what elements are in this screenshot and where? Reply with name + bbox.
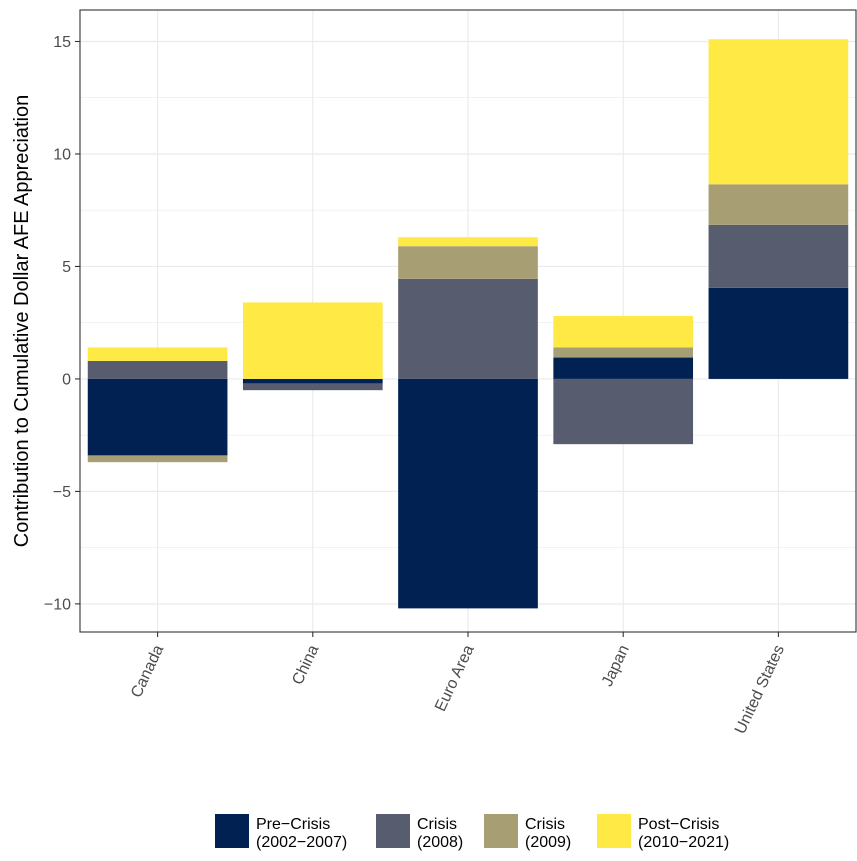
x-axis-ticks: Canada China Euro Area Japan United States bbox=[128, 632, 788, 737]
bar-segment bbox=[242, 378, 383, 384]
y-tick-label: −10 bbox=[44, 596, 71, 613]
bar-segment bbox=[708, 224, 849, 288]
y-axis-ticks: −10 −5 0 5 10 15 bbox=[44, 34, 80, 613]
bar-segment bbox=[242, 383, 383, 391]
bar-segment bbox=[553, 347, 694, 358]
bar-segment bbox=[553, 315, 694, 348]
x-tick-label: Japan bbox=[599, 643, 633, 690]
legend-label: Post−Crisis (2010−2021) bbox=[638, 816, 729, 851]
legend-label: Pre−Crisis (2002−2007) bbox=[256, 816, 347, 851]
x-tick-label: Euro Area bbox=[432, 642, 478, 714]
bar-segment bbox=[708, 39, 849, 185]
legend-label: Crisis (2009) bbox=[525, 816, 571, 851]
legend: Pre−Crisis (2002−2007) Crisis (2008) Crisis(… bbox=[215, 814, 729, 851]
y-tick-label: −5 bbox=[53, 484, 71, 501]
bar-segment bbox=[708, 287, 849, 379]
y-axis-title: Contribution to Cumulative Dollar AFE Ap… bbox=[11, 95, 33, 547]
bar-segment bbox=[398, 237, 538, 247]
x-tick-label: United States bbox=[732, 643, 788, 737]
x-tick-label: Canada bbox=[128, 642, 167, 700]
bar-segment bbox=[87, 360, 228, 379]
y-tick-label: 15 bbox=[53, 34, 71, 51]
bar-segment bbox=[708, 184, 849, 225]
bar-layer bbox=[87, 39, 849, 609]
y-tick-label: 5 bbox=[62, 259, 71, 276]
bar-segment bbox=[87, 378, 228, 456]
bar-segment bbox=[398, 278, 538, 379]
bar-segment bbox=[553, 378, 694, 445]
legend-key bbox=[215, 814, 249, 848]
bar-segment bbox=[242, 302, 383, 379]
legend-label: Crisis (2008) bbox=[417, 816, 463, 851]
legend-key bbox=[376, 814, 410, 848]
y-tick-label: 10 bbox=[53, 146, 71, 163]
bar-segment bbox=[398, 378, 538, 609]
y-tick-label: 0 bbox=[62, 371, 71, 388]
legend-key bbox=[597, 814, 631, 848]
bar-segment bbox=[553, 357, 694, 379]
legend-key bbox=[484, 814, 518, 848]
bar-segment bbox=[87, 455, 228, 463]
bar-segment bbox=[398, 246, 538, 279]
x-tick-label: China bbox=[289, 642, 322, 687]
bar-segment bbox=[87, 347, 228, 361]
